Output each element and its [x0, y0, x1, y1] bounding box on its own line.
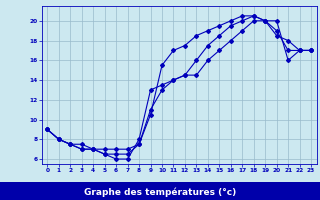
Text: Graphe des températures (°c): Graphe des températures (°c): [84, 187, 236, 197]
